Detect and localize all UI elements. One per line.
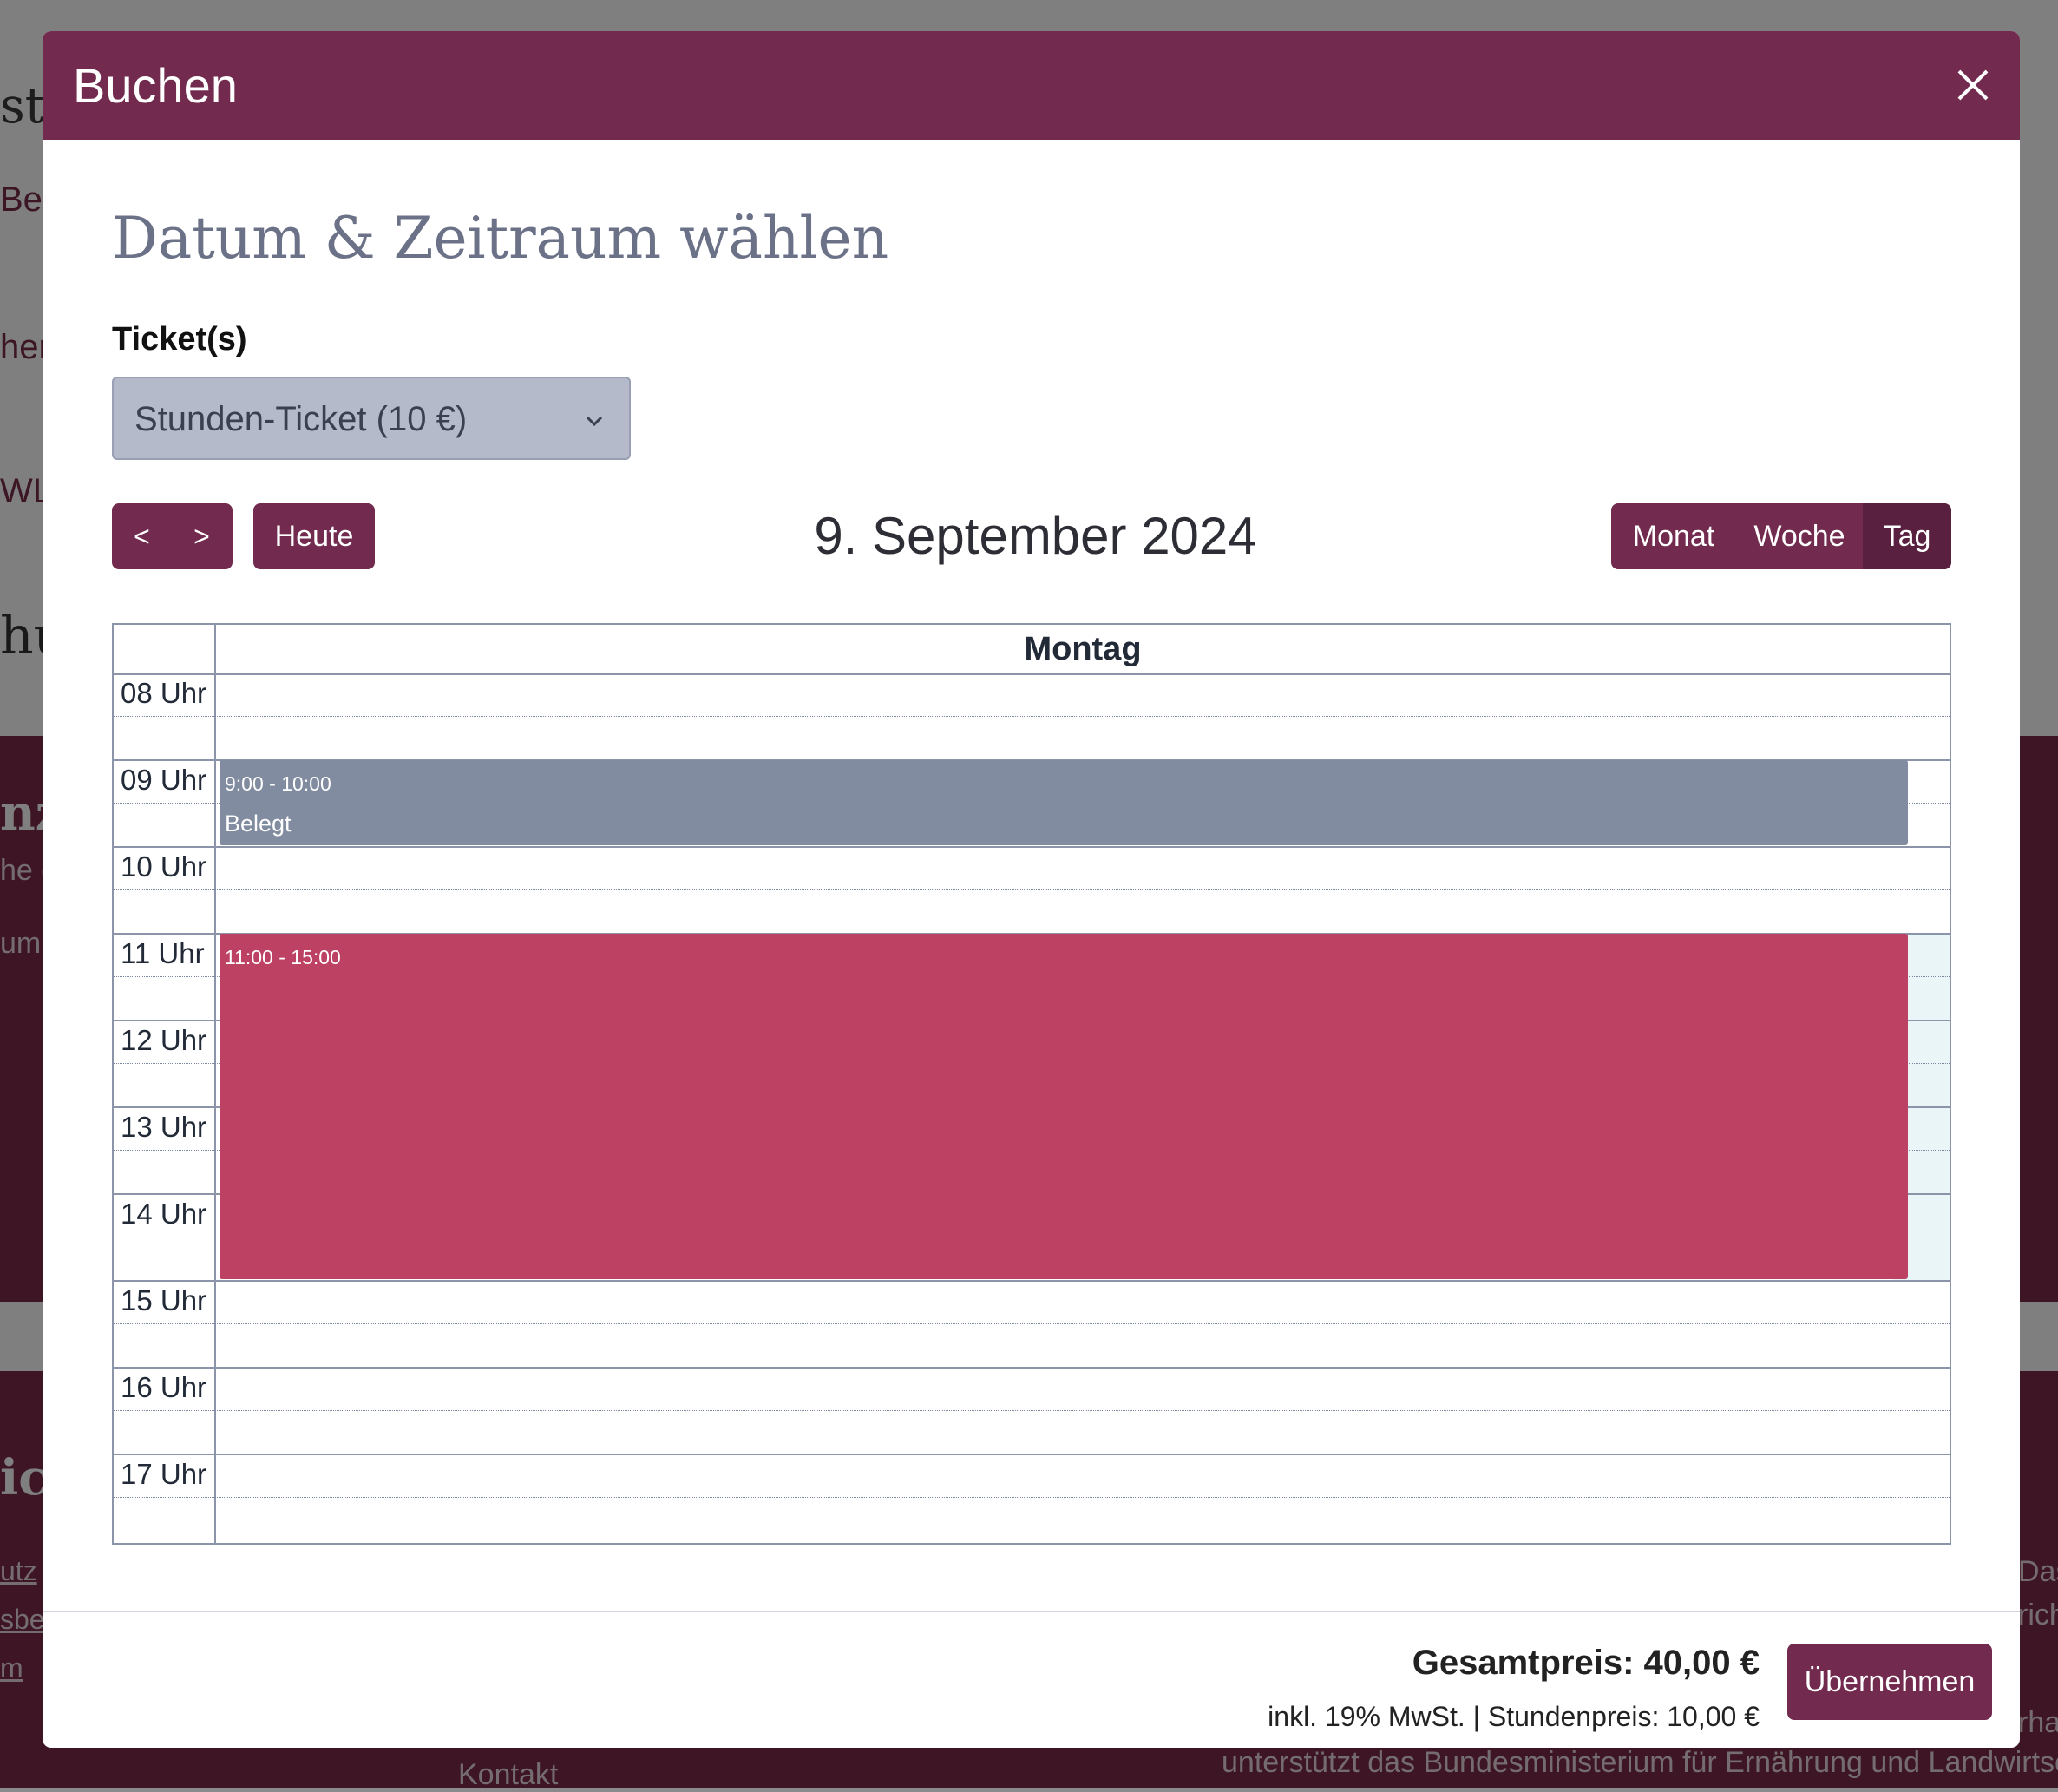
selected-event[interactable]: 11:00 - 15:00 bbox=[220, 934, 1908, 1279]
hour-label: 11 Uhr bbox=[121, 937, 205, 969]
hour-label: 09 Uhr bbox=[121, 764, 207, 796]
half-hour-line bbox=[114, 1410, 1950, 1411]
hour-line bbox=[114, 1280, 1950, 1282]
hour-label: 10 Uhr bbox=[121, 850, 207, 883]
booked-event[interactable]: 9:00 - 10:00 Belegt bbox=[220, 760, 1908, 845]
apply-button[interactable]: Übernehmen bbox=[1787, 1644, 1992, 1720]
total-price: Gesamtpreis: 40,00 € bbox=[1412, 1644, 1760, 1682]
next-button[interactable]: > bbox=[193, 521, 210, 552]
view-month-button[interactable]: Monat bbox=[1632, 520, 1715, 553]
ticket-select-value: Stunden-Ticket (10 €) bbox=[134, 400, 468, 438]
half-hour-line bbox=[114, 889, 1950, 890]
price-details: inkl. 19% MwSt. | Stundenpreis: 10,00 € bbox=[1268, 1701, 1760, 1732]
modal-header: Buchen bbox=[43, 31, 2020, 140]
hour-row[interactable]: 15 Uhr bbox=[114, 1281, 1950, 1369]
modal-title: Buchen bbox=[73, 58, 238, 113]
view-switcher: Monat Woche Tag bbox=[1611, 503, 1951, 569]
modal-footer: Gesamtpreis: 40,00 € inkl. 19% MwSt. | S… bbox=[43, 1611, 2020, 1748]
hour-row[interactable]: 17 Uhr bbox=[114, 1454, 1950, 1541]
half-hour-line bbox=[114, 716, 1950, 717]
event-time: 11:00 - 15:00 bbox=[225, 946, 341, 968]
view-day-button[interactable]: Tag bbox=[1863, 503, 1951, 569]
time-column bbox=[114, 673, 216, 1543]
hour-label: 13 Uhr bbox=[121, 1111, 207, 1143]
event-time: 9:00 - 10:00 bbox=[225, 772, 331, 795]
prev-next-group: < > bbox=[112, 503, 233, 569]
hour-label: 08 Uhr bbox=[121, 677, 207, 709]
calendar-date-title: 9. September 2024 bbox=[814, 507, 1257, 565]
event-title: Belegt bbox=[225, 811, 292, 837]
chevron-down-icon bbox=[580, 404, 608, 432]
ticket-label: Ticket(s) bbox=[112, 321, 247, 358]
close-icon[interactable] bbox=[1952, 64, 1994, 106]
view-week-button[interactable]: Woche bbox=[1753, 520, 1845, 553]
hour-label: 12 Uhr bbox=[121, 1024, 207, 1056]
hour-label: 15 Uhr bbox=[121, 1284, 207, 1316]
prev-button[interactable]: < bbox=[134, 521, 150, 552]
hour-line bbox=[114, 1367, 1950, 1369]
booking-modal: Buchen Datum & Zeitraum wählen Ticket(s)… bbox=[43, 31, 2020, 1748]
half-hour-line bbox=[114, 1323, 1950, 1324]
half-hour-line bbox=[114, 1497, 1950, 1498]
hour-label: 14 Uhr bbox=[121, 1198, 207, 1230]
today-button[interactable]: Heute bbox=[253, 503, 375, 569]
hour-line bbox=[114, 846, 1950, 848]
hour-row[interactable]: 08 Uhr bbox=[114, 673, 1950, 761]
ticket-select[interactable]: Stunden-Ticket (10 €) bbox=[112, 377, 631, 460]
section-heading: Datum & Zeitraum wählen bbox=[112, 205, 889, 272]
hour-row[interactable]: 10 Uhr bbox=[114, 847, 1950, 935]
calendar-corner bbox=[114, 625, 216, 673]
day-header: Montag bbox=[1024, 631, 1142, 667]
hour-line bbox=[114, 1454, 1950, 1455]
hour-row[interactable]: 16 Uhr bbox=[114, 1368, 1950, 1455]
day-calendar: Montag 08 Uhr 09 Uhr 10 Uhr 11 Uhr 12 Uh… bbox=[112, 623, 1951, 1545]
calendar-header: Montag bbox=[114, 625, 1950, 675]
hour-label: 17 Uhr bbox=[121, 1458, 207, 1490]
hour-label: 16 Uhr bbox=[121, 1371, 207, 1403]
